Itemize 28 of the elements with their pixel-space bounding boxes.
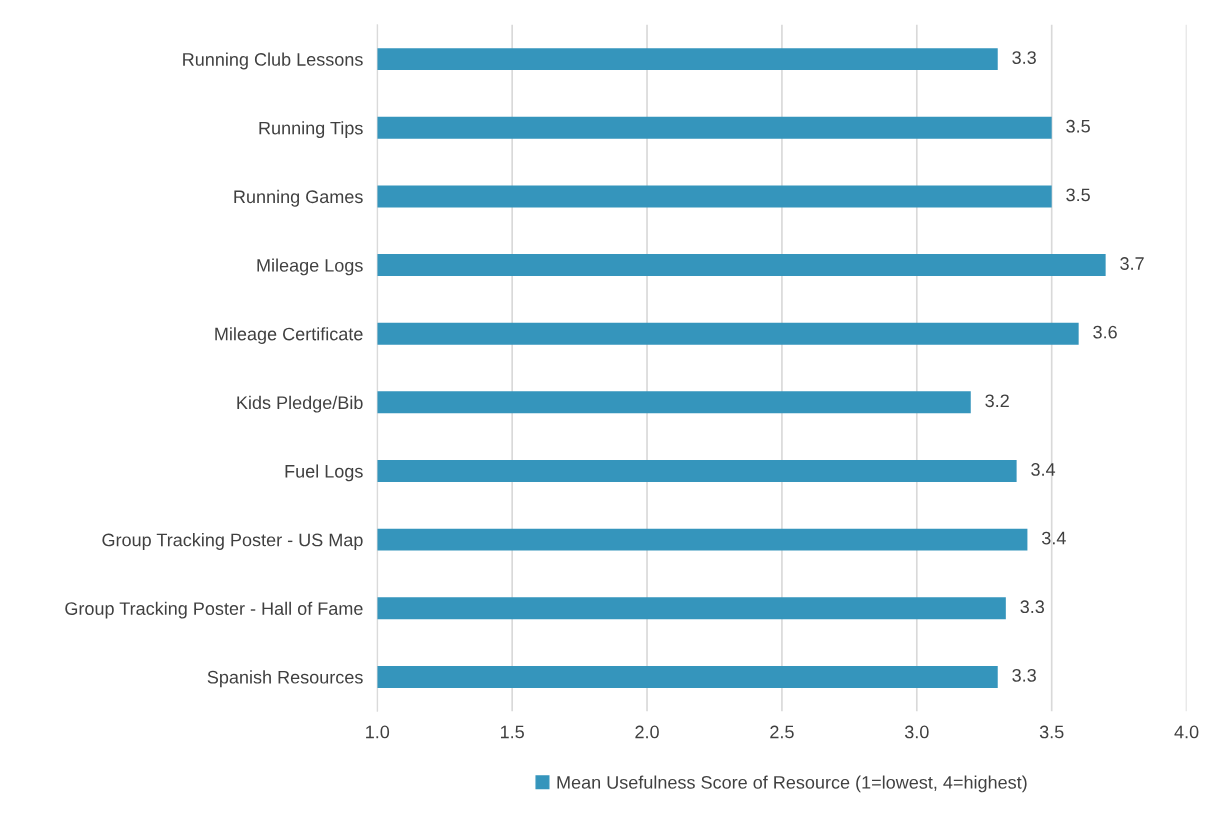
y-tick-label: Group Tracking Poster - US Map (102, 533, 363, 550)
y-tick-label: Running Club Lessons (183, 52, 363, 70)
x-tick-label: 3.5 (1039, 725, 1064, 739)
data-label: 3.4 (1041, 531, 1066, 545)
y-tick-label: Group Tracking Poster - Hall of Fame (65, 601, 363, 619)
y-tick-label: Running Games (234, 189, 363, 207)
x-tick-label: 1.5 (500, 725, 524, 739)
x-tick-label: 2.5 (770, 725, 794, 739)
y-tick-label: Fuel Logs (285, 464, 363, 482)
data-label: 3.5 (1066, 119, 1090, 133)
x-tick-label: 1.0 (366, 725, 390, 739)
data-label: 3.2 (985, 394, 1009, 408)
data-label: 3.5 (1066, 188, 1090, 202)
data-label: 3.3 (1012, 668, 1036, 682)
x-tick-label: 4.0 (1174, 725, 1199, 739)
data-label: 3.3 (1012, 51, 1036, 64)
data-label: 3.4 (1031, 463, 1056, 476)
data-label: 3.7 (1120, 257, 1144, 270)
data-label: 3.3 (1020, 600, 1045, 614)
legend-label: Mean Usefulness Score of Resource (1=lowest, 4=highest) (557, 775, 1027, 793)
data-label: 3.6 (1093, 325, 1117, 339)
y-tick-label: Mileage Certificate (215, 327, 363, 344)
y-tick-label: Spanish Resources (207, 670, 363, 688)
x-tick-label: 3.0 (904, 725, 929, 739)
y-tick-label: Running Tips (259, 121, 363, 139)
y-tick-label: Mileage Logs (257, 258, 363, 276)
y-tick-label: Kids Pledge/Bib (237, 395, 363, 413)
x-tick-label: 2.0 (635, 725, 659, 739)
